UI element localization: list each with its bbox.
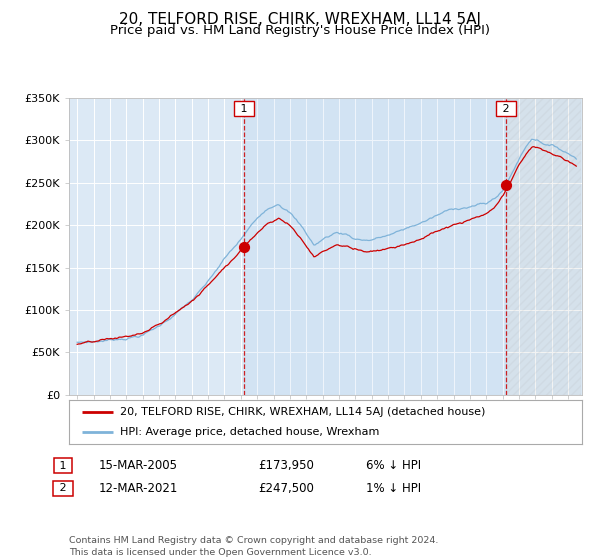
Text: 1: 1 bbox=[237, 104, 251, 114]
Text: Price paid vs. HM Land Registry's House Price Index (HPI): Price paid vs. HM Land Registry's House … bbox=[110, 24, 490, 36]
Bar bbox=[506, 98, 581, 395]
Text: 20, TELFORD RISE, CHIRK, WREXHAM, LL14 5AJ: 20, TELFORD RISE, CHIRK, WREXHAM, LL14 5… bbox=[119, 12, 481, 27]
Text: £173,950: £173,950 bbox=[258, 459, 314, 473]
Text: 2: 2 bbox=[56, 483, 70, 493]
Text: 6% ↓ HPI: 6% ↓ HPI bbox=[366, 459, 421, 473]
Text: £247,500: £247,500 bbox=[258, 482, 314, 495]
Point bbox=[501, 180, 511, 189]
Text: 20, TELFORD RISE, CHIRK, WREXHAM, LL14 5AJ (detached house): 20, TELFORD RISE, CHIRK, WREXHAM, LL14 5… bbox=[121, 407, 485, 417]
Text: Contains HM Land Registry data © Crown copyright and database right 2024.
This d: Contains HM Land Registry data © Crown c… bbox=[69, 536, 439, 557]
Text: 2: 2 bbox=[499, 104, 513, 114]
Text: 1: 1 bbox=[56, 461, 70, 471]
Text: 1% ↓ HPI: 1% ↓ HPI bbox=[366, 482, 421, 495]
Text: 12-MAR-2021: 12-MAR-2021 bbox=[99, 482, 178, 495]
Text: 15-MAR-2005: 15-MAR-2005 bbox=[99, 459, 178, 473]
Bar bbox=[244, 98, 506, 395]
Text: HPI: Average price, detached house, Wrexham: HPI: Average price, detached house, Wrex… bbox=[121, 427, 380, 437]
Point bbox=[239, 243, 249, 252]
